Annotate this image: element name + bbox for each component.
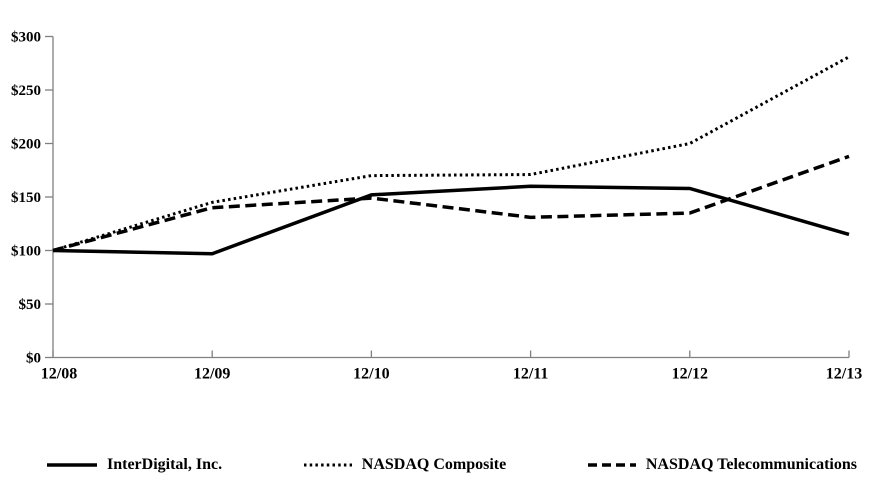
y-tick-label: $50: [19, 297, 42, 313]
legend-swatch-solid-line-icon: [47, 463, 97, 467]
y-tick-label: $0: [26, 351, 41, 367]
legend-label-interdigital: InterDigital, Inc.: [107, 456, 223, 473]
legend-swatch-dashed-line-icon: [587, 463, 636, 467]
legend-label-nasdaq-telecom: NASDAQ Telecommunications: [645, 456, 857, 473]
y-tick-label: $150: [11, 190, 41, 206]
x-tick-label: 12/12: [672, 366, 708, 383]
x-tick-label: 12/08: [41, 366, 77, 383]
series-line-dotted: [52, 55, 850, 252]
x-tick-label: 12/09: [194, 366, 230, 383]
y-tick-label: $100: [11, 244, 41, 260]
y-tick-label: $250: [11, 83, 41, 99]
y-tick-label: $300: [11, 30, 41, 46]
x-tick-label: 12/13: [826, 366, 862, 383]
legend-swatch-dotted-line-icon: [303, 463, 352, 467]
x-tick-label: 12/11: [513, 366, 549, 383]
series-line-dashed: [52, 154, 850, 253]
series-line-solid: [52, 184, 850, 256]
x-tick-label: 12/10: [353, 366, 389, 383]
plot-area: $0 $50 $100 $150 $200 $250 $300 12/08 12/09 12/10…: [11, 30, 862, 383]
legend-item-interdigital: InterDigital, Inc.: [46, 456, 222, 474]
legend-label-nasdaq-composite: NASDAQ Composite: [361, 456, 507, 473]
legend-item-nasdaq-telecom: NASDAQ Telecommunications: [587, 456, 857, 474]
y-tick-label: $200: [11, 137, 41, 153]
legend-item-nasdaq-composite: NASDAQ Composite: [303, 456, 506, 474]
chart-legend: InterDigital, Inc. NASDAQ Composite NASD…: [0, 456, 879, 474]
